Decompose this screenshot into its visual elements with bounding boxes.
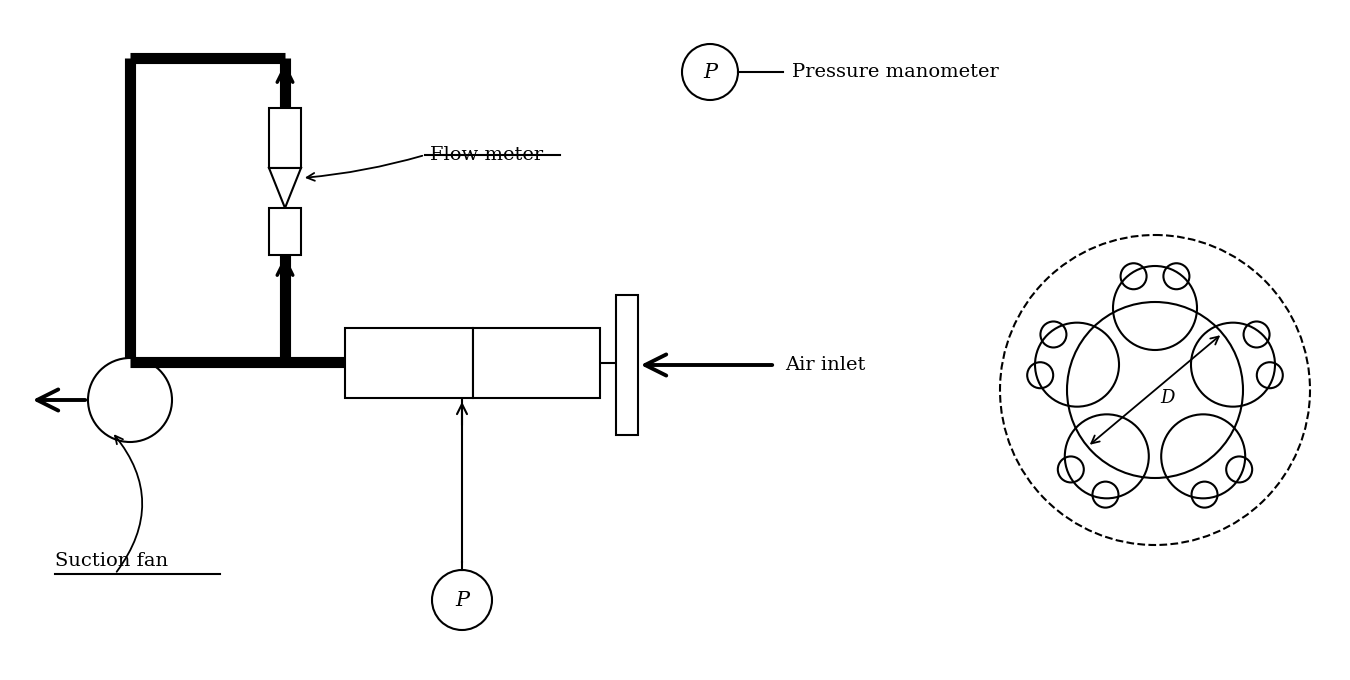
Text: Flow meter: Flow meter — [431, 146, 543, 164]
Polygon shape — [269, 168, 301, 208]
Bar — [346, 328, 472, 398]
Bar — [616, 295, 639, 435]
Bar — [269, 208, 301, 255]
Bar — [472, 328, 599, 398]
Text: D: D — [1160, 389, 1174, 407]
Text: Air inlet: Air inlet — [784, 356, 865, 374]
Text: P: P — [455, 590, 468, 609]
Text: Suction fan: Suction fan — [55, 552, 169, 570]
Bar — [269, 108, 301, 168]
Text: Pressure manometer: Pressure manometer — [792, 63, 999, 81]
Text: P: P — [703, 63, 717, 82]
